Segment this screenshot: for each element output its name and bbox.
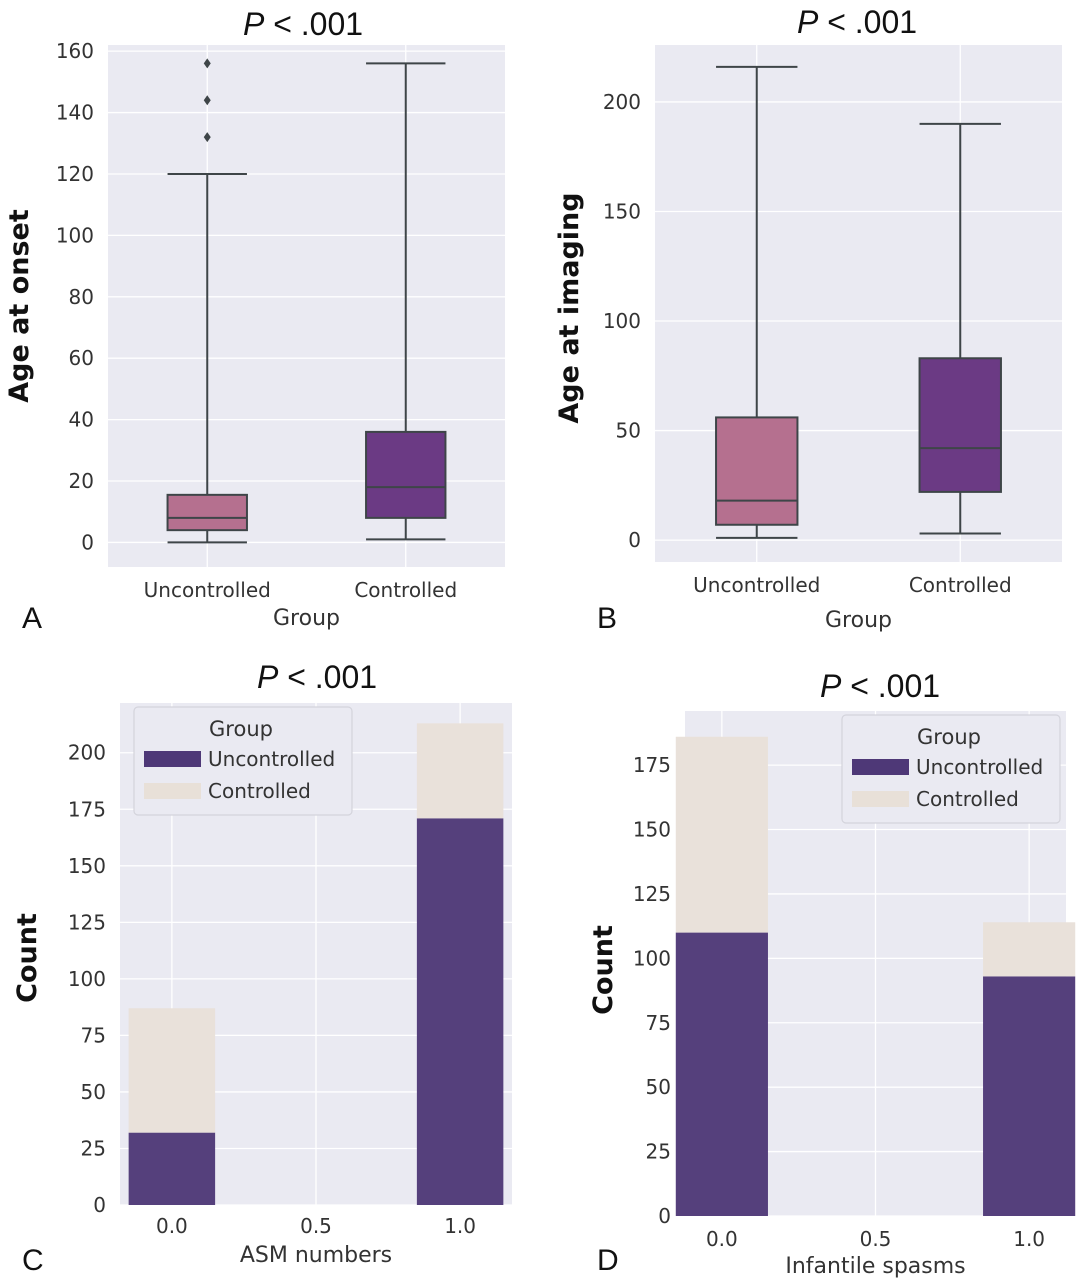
y-tick-label: 150 — [633, 818, 671, 842]
panel-letter: D — [597, 1244, 619, 1277]
x-axis-label: ASM numbers — [240, 1243, 392, 1268]
bar-controlled — [128, 1008, 216, 1133]
box-iqr — [918, 357, 1002, 493]
y-tick-label: 50 — [81, 1080, 106, 1104]
y-tick-label: 120 — [56, 162, 94, 186]
y-tick-label: 150 — [603, 199, 641, 223]
y-tick-label: 200 — [603, 90, 641, 114]
legend: Group Uncontrolled Controlled — [133, 706, 353, 816]
chart-title: P < .001 — [820, 668, 940, 704]
legend-swatch — [852, 791, 909, 807]
panel-letter: C — [22, 1244, 44, 1277]
x-axis-label: Group — [825, 608, 892, 633]
y-tick-label: 200 — [68, 741, 106, 765]
legend-label: Uncontrolled — [208, 747, 335, 771]
y-tick-label: 75 — [646, 1011, 671, 1035]
panel-a: 0 20 40 60 80 100 120 140 160 Uncontrolled Control… — [4, 6, 505, 635]
chart-title-rest: < .001 — [841, 668, 940, 704]
chart-title: P < .001 — [797, 4, 917, 40]
x-tick-label: Uncontrolled — [693, 573, 820, 597]
outlier-point — [203, 58, 211, 69]
y-axis-label: Age at imaging — [554, 192, 585, 423]
y-tick-label: 25 — [646, 1140, 671, 1164]
y-tick-label: 25 — [81, 1136, 106, 1160]
legend: Group Uncontrolled Controlled — [841, 714, 1061, 824]
y-tick-label: 140 — [56, 101, 94, 125]
legend-label: Controlled — [208, 779, 311, 803]
legend-title: Group — [209, 717, 273, 741]
chart-title-p: P — [820, 668, 842, 704]
bar-uncontrolled — [675, 932, 768, 1216]
outlier-point — [203, 95, 211, 106]
bar-controlled — [983, 922, 1076, 977]
bar-uncontrolled — [983, 976, 1076, 1216]
y-tick-label: 0 — [658, 1204, 671, 1228]
y-tick-label: 100 — [603, 309, 641, 333]
legend-label: Controlled — [916, 787, 1019, 811]
bar-controlled — [416, 723, 504, 819]
y-tick-label: 100 — [68, 967, 106, 991]
box-iqr — [715, 416, 799, 526]
y-tick-label: 20 — [69, 469, 94, 493]
x-tick-label: 0.0 — [706, 1227, 738, 1251]
y-axis-label: Count — [12, 913, 43, 1003]
y-tick-label: 0 — [81, 530, 94, 554]
y-tick-label: 0 — [93, 1193, 106, 1217]
y-axis-label: Count — [588, 925, 619, 1015]
legend-swatch — [852, 759, 909, 775]
x-axis-label: Group — [273, 606, 340, 631]
chart-title-p: P — [257, 659, 279, 695]
y-tick-label: 125 — [633, 882, 671, 906]
y-tick-label: 50 — [616, 419, 641, 443]
y-tick-label: 100 — [633, 946, 671, 970]
y-tick-label: 75 — [81, 1023, 106, 1047]
x-tick-label: 0.5 — [300, 1214, 332, 1238]
chart-title: P < .001 — [257, 659, 377, 695]
y-tick-label: 150 — [68, 854, 106, 878]
y-tick-label: 0 — [628, 528, 641, 552]
bar-uncontrolled — [128, 1132, 216, 1205]
chart-title-p: P — [797, 4, 819, 40]
x-axis-label: Infantile spasms — [785, 1254, 965, 1279]
x-tick-label: 1.0 — [1013, 1227, 1045, 1251]
panel-d: 0 25 50 75 100 125 150 175 0.0 0.5 1.0 Group Uncontr… — [588, 668, 1076, 1279]
panel-letter: B — [597, 602, 617, 635]
bar-uncontrolled — [416, 818, 504, 1205]
y-tick-label: 80 — [69, 285, 94, 309]
y-axis-label: Age at onset — [4, 209, 35, 403]
chart-title-rest: < .001 — [264, 6, 363, 42]
legend-swatch — [144, 751, 201, 767]
x-tick-label: Uncontrolled — [144, 578, 271, 602]
x-tick-label: 0.5 — [860, 1227, 892, 1251]
chart-title-rest: < .001 — [818, 4, 917, 40]
panel-letter: A — [22, 602, 42, 635]
legend-swatch — [144, 783, 201, 799]
y-tick-label: 125 — [68, 910, 106, 934]
panel-c: 0 25 50 75 100 125 150 175 200 0.0 0.5 1.0 Group Unco… — [12, 659, 512, 1277]
x-tick-label: 0.0 — [156, 1214, 188, 1238]
y-tick-label: 40 — [69, 408, 94, 432]
chart-title: P < .001 — [243, 6, 363, 42]
y-tick-label: 50 — [646, 1075, 671, 1099]
legend-label: Uncontrolled — [916, 755, 1043, 779]
x-tick-label: Controlled — [354, 578, 457, 602]
x-tick-label: 1.0 — [444, 1214, 476, 1238]
panel-b: 0 50 100 150 200 Uncontrolled Controlled P < .0… — [554, 4, 1062, 635]
chart-title-p: P — [243, 6, 265, 42]
box-iqr — [166, 493, 248, 532]
y-tick-label: 175 — [68, 797, 106, 821]
box-iqr — [365, 430, 447, 519]
bar-controlled — [675, 736, 768, 933]
legend-title: Group — [917, 725, 981, 749]
y-tick-label: 175 — [633, 753, 671, 777]
y-tick-label: 160 — [56, 39, 94, 63]
y-tick-label: 60 — [69, 346, 94, 370]
x-tick-label: Controlled — [909, 573, 1012, 597]
outlier-point — [203, 132, 211, 143]
y-tick-label: 100 — [56, 223, 94, 247]
chart-title-rest: < .001 — [278, 659, 377, 695]
